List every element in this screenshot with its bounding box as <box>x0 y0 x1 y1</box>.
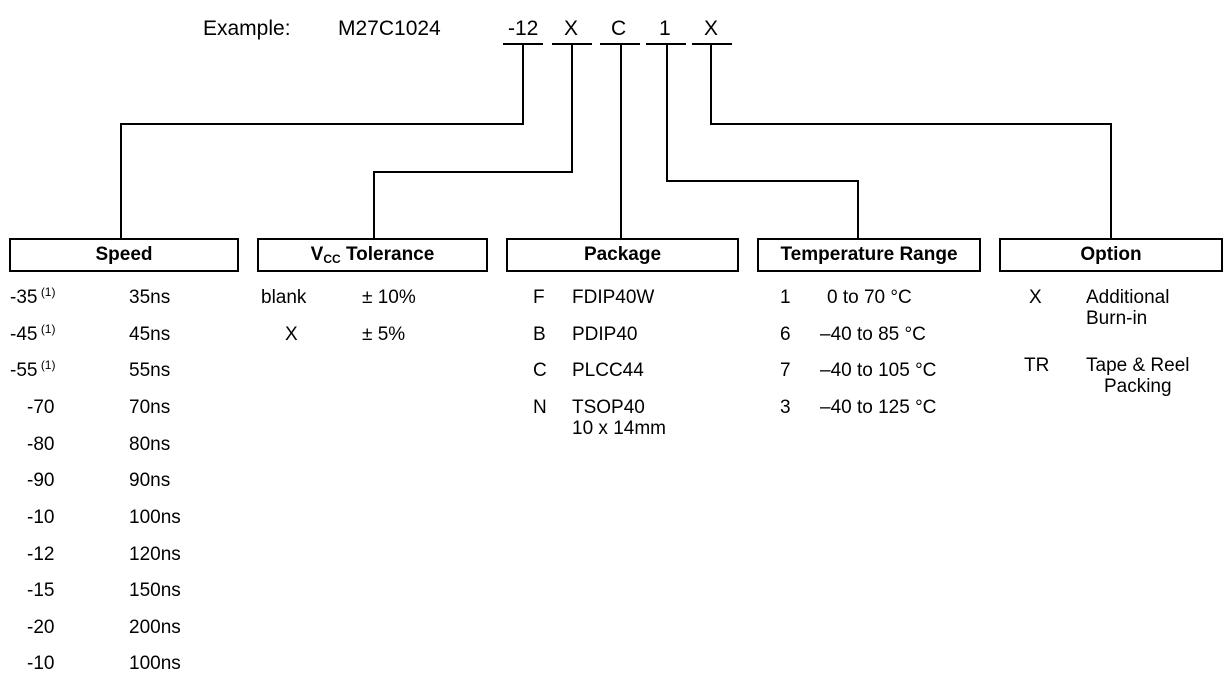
speed-code: -20 <box>27 617 55 638</box>
segment-underline <box>503 43 543 45</box>
package-value: PLCC44 <box>572 360 644 381</box>
speed-value: 100ns <box>129 653 181 674</box>
temperature-code: 6 <box>780 324 791 345</box>
speed-code: -55 (1) <box>10 358 56 381</box>
temperature-value: –40 to 85 °C <box>820 324 926 345</box>
speed-value: 45ns <box>129 324 171 345</box>
segment-underline <box>600 43 640 45</box>
package-header: Package <box>506 238 739 272</box>
speed-header: Speed <box>9 238 239 272</box>
speed-value: 150ns <box>129 580 181 601</box>
speed-connector <box>120 45 524 239</box>
speed-value: 100ns <box>129 507 181 528</box>
vcc-title: VCC Tolerance <box>310 244 435 266</box>
package-code: C <box>533 360 547 381</box>
temperature-value: 0 to 70 °C <box>827 287 912 308</box>
package-code: B <box>533 324 546 345</box>
segment-speed: -12 <box>508 17 539 40</box>
segment-package: C <box>611 17 627 40</box>
speed-code: -80 <box>27 434 55 455</box>
option-connector <box>710 45 1112 239</box>
package-value: PDIP40 <box>572 324 638 345</box>
temperature-code: 7 <box>780 360 791 381</box>
speed-value: 55ns <box>129 360 171 381</box>
vcc-code: X <box>285 324 298 345</box>
speed-code: -35 (1) <box>10 285 56 308</box>
segment-option: X <box>704 17 719 40</box>
segment-underline <box>646 43 686 45</box>
speed-code: -15 <box>27 580 55 601</box>
option-code: TR <box>1024 355 1050 376</box>
speed-code: -90 <box>27 470 55 491</box>
speed-code: -12 <box>27 544 55 565</box>
package-title: Package <box>583 244 662 265</box>
vcc-value: ± 5% <box>362 324 406 345</box>
speed-value: 200ns <box>129 617 181 638</box>
speed-value: 80ns <box>129 434 171 455</box>
option-code: X <box>1029 287 1042 308</box>
package-value: TSOP40 10 x 14mm <box>572 397 666 439</box>
segment-temperature: 1 <box>659 17 671 40</box>
vcc-header: VCC Tolerance <box>257 238 488 272</box>
vcc-value: ± 10% <box>362 287 416 308</box>
temperature-header: Temperature Range <box>757 238 981 272</box>
package-value: FDIP40W <box>572 287 655 308</box>
temperature-title: Temperature Range <box>780 244 958 265</box>
package-code: F <box>533 287 545 308</box>
package-code: N <box>533 397 547 418</box>
segment-underline <box>552 43 592 45</box>
segment-underline <box>692 43 732 45</box>
speed-value: 120ns <box>129 544 181 565</box>
temperature-code: 1 <box>780 287 791 308</box>
speed-value: 90ns <box>129 470 171 491</box>
speed-code: -45 (1) <box>10 322 56 345</box>
option-title: Option <box>1080 244 1142 265</box>
example-part: M27C1024 <box>338 17 441 40</box>
example-label: Example: <box>203 17 291 40</box>
speed-code: -10 <box>27 653 55 674</box>
option-value: Additional Burn-in <box>1086 287 1170 329</box>
temperature-connector <box>666 45 859 239</box>
vcc-code: blank <box>261 287 307 308</box>
speed-code: -10 <box>27 507 55 528</box>
temperature-value: –40 to 105 °C <box>820 360 937 381</box>
speed-title: Speed <box>95 244 153 265</box>
segment-vcc: X <box>564 17 579 40</box>
temperature-value: –40 to 125 °C <box>820 397 937 418</box>
speed-value: 70ns <box>129 397 171 418</box>
vcc-connector <box>373 45 573 239</box>
temperature-code: 3 <box>780 397 791 418</box>
option-header: Option <box>999 238 1223 272</box>
speed-value: 35ns <box>129 287 171 308</box>
option-value: Tape & Reel Packing <box>1086 355 1190 397</box>
speed-code: -70 <box>27 397 55 418</box>
